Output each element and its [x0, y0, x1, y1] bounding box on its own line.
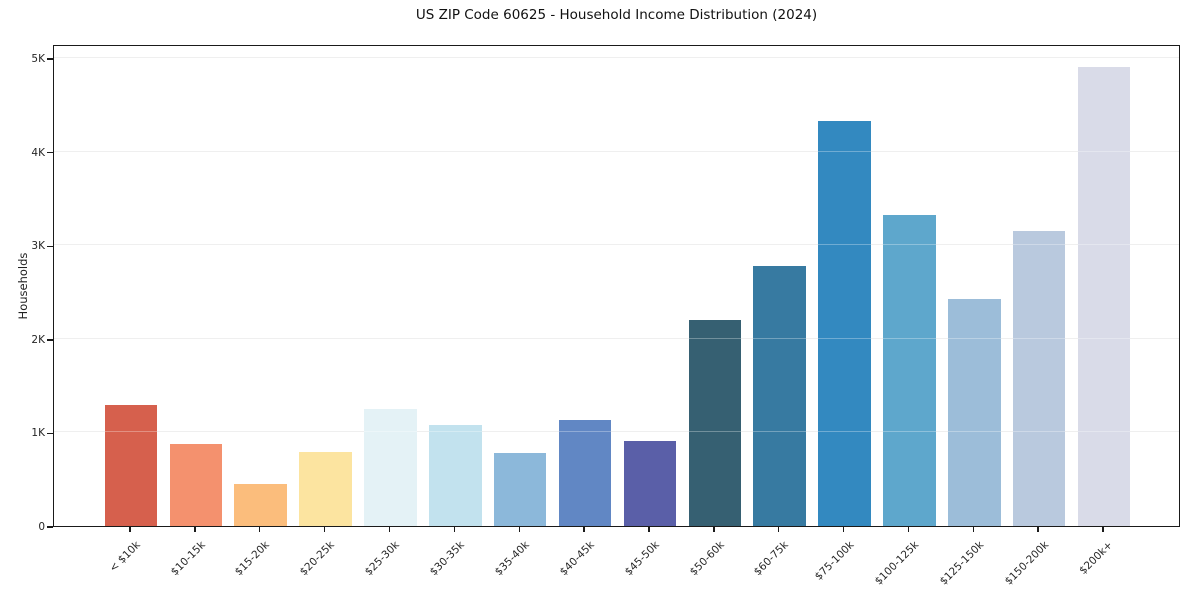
x-tick-label-text: $25-30k: [362, 539, 402, 579]
bar: [1077, 67, 1131, 526]
x-tick-mark: [907, 527, 910, 532]
y-tick-mark: [47, 58, 53, 60]
gridline-overlay: [54, 337, 1179, 339]
x-tick-label-text: $75-100k: [812, 539, 857, 583]
x-tick-label: $30-35k: [0, 533, 467, 578]
x-tick-mark: [518, 527, 520, 532]
x-tick-label: $40-45k: [0, 533, 596, 578]
gridline-overlay: [54, 431, 1179, 433]
x-tick-label-text: $200k+: [1077, 539, 1116, 577]
x-tick-label: $125-150k: [0, 533, 986, 588]
bar: [948, 298, 1001, 526]
x-tick-mark: [972, 527, 974, 532]
bar: [818, 120, 871, 526]
x-tick-mark: [1037, 527, 1039, 532]
gridline: [54, 431, 1179, 433]
x-tick-label: $45-50k: [0, 533, 661, 578]
x-tick-label-text: $35-40k: [492, 539, 532, 579]
x-tick-label-text: < $10k: [106, 539, 143, 575]
y-tick-mark: [47, 339, 53, 341]
x-tick-mark: [259, 527, 261, 532]
x-tick-label: $200k+: [0, 533, 1116, 577]
x-tick-label: $50-60k: [0, 533, 726, 578]
bar: [1012, 231, 1066, 526]
y-tick-label: 0: [38, 521, 45, 533]
y-tick-label: 5K: [31, 53, 45, 66]
gridline: [54, 337, 1179, 339]
gridline: [54, 57, 1179, 59]
gridline: [54, 244, 1179, 246]
bar: [364, 408, 417, 526]
x-tick-label-text: $60-75k: [752, 539, 792, 579]
x-tick-mark: [778, 527, 780, 532]
x-tick-mark: [648, 527, 650, 532]
bar: [299, 451, 352, 526]
x-tick-label: $25-30k: [0, 533, 402, 578]
x-tick-label-text: $15-20k: [233, 539, 273, 579]
bar: [169, 444, 223, 526]
bar: [558, 419, 612, 526]
bar: [688, 319, 742, 526]
x-tick-mark: [453, 527, 456, 532]
bar: [623, 441, 677, 526]
x-tick-mark: [842, 527, 845, 532]
x-tick-mark: [194, 527, 196, 532]
bar: [104, 404, 158, 526]
x-tick-label: $75-100k: [0, 533, 856, 583]
x-tick-label: $20-25k: [0, 533, 337, 578]
gridline: [54, 150, 1179, 152]
gridline-overlay: [54, 150, 1179, 152]
x-tick-mark: [713, 527, 715, 532]
x-tick-label-text: $10-15k: [168, 539, 208, 579]
bar: [493, 452, 547, 526]
gridline-overlay: [54, 57, 1179, 59]
bar: [883, 214, 936, 526]
y-tick-label: 4K: [31, 146, 45, 159]
bar: [429, 424, 482, 526]
y-tick-label: 3K: [31, 240, 45, 253]
x-tick-mark: [583, 527, 585, 532]
y-tick-mark: [47, 151, 53, 154]
y-tick-mark: [47, 245, 53, 247]
x-tick-label-text: $30-35k: [427, 539, 467, 579]
x-tick-label-text: $20-25k: [298, 539, 338, 579]
x-tick-mark: [323, 527, 326, 532]
x-tick-label: $15-20k: [0, 533, 272, 578]
x-tick-label: $100-125k: [0, 533, 921, 588]
gridline-overlay: [54, 244, 1179, 246]
y-tick-mark: [47, 526, 53, 528]
plot-area: [53, 45, 1180, 527]
y-tick-label: 2K: [31, 333, 45, 346]
bar: [234, 483, 287, 526]
bar: [753, 266, 806, 526]
x-tick-mark: [1102, 527, 1104, 532]
x-tick-mark: [129, 527, 131, 532]
x-tick-label: $10-15k: [0, 533, 207, 578]
x-tick-label-text: $100-125k: [872, 539, 921, 588]
x-tick-label: $60-75k: [0, 533, 791, 578]
y-tick-label: 1K: [31, 427, 45, 440]
x-tick-label: < $10k: [0, 533, 143, 575]
x-tick-mark: [388, 527, 391, 532]
chart-title: US ZIP Code 60625 - Household Income Dis…: [415, 7, 818, 23]
x-tick-label-text: $45-50k: [622, 539, 662, 579]
x-tick-label: $35-40k: [0, 533, 532, 578]
x-tick-label-text: $150-200k: [1002, 539, 1051, 588]
x-tick-label-text: $50-60k: [687, 539, 727, 579]
y-tick-mark: [47, 432, 53, 435]
x-tick-label-text: $125-150k: [937, 539, 986, 588]
x-tick-label: $150-200k: [0, 533, 1051, 588]
x-tick-label-text: $40-45k: [557, 539, 597, 579]
